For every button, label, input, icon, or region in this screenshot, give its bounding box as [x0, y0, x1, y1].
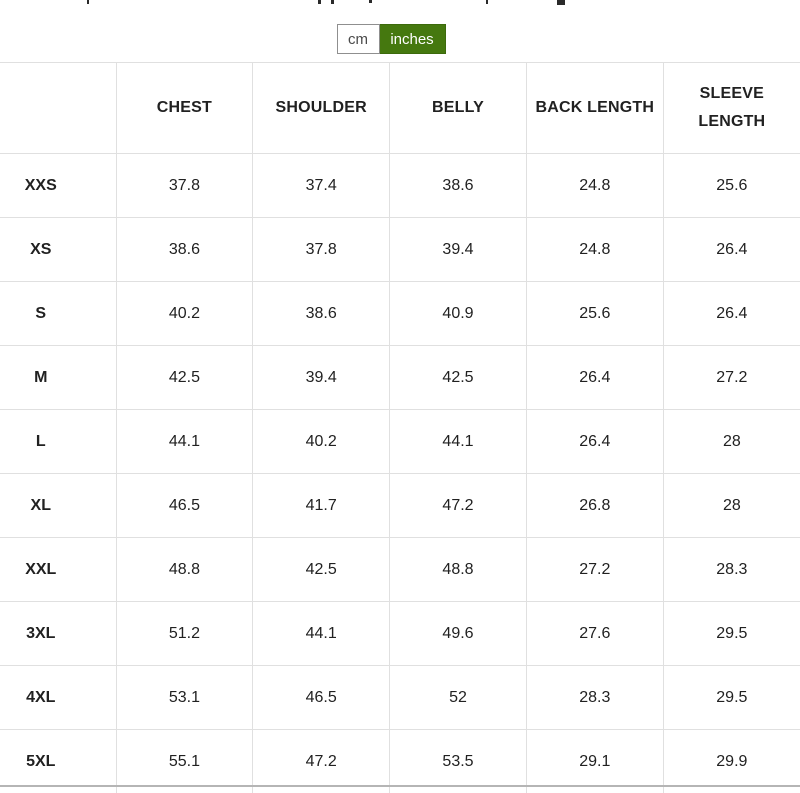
column-header-belly: BELLY: [390, 63, 527, 154]
belly-cell: 38.6: [390, 154, 527, 218]
chest-cell: 42.5: [116, 346, 253, 410]
sleeve-length-cell: 29.5: [663, 666, 800, 730]
belly-cell: 49.6: [390, 602, 527, 666]
clipped-text-fragment: [331, 0, 334, 4]
size-cell: L: [0, 410, 116, 474]
shoulder-cell: 38.6: [253, 282, 390, 346]
sleeve-length-cell: 26.4: [663, 282, 800, 346]
size-cell: M: [0, 346, 116, 410]
header-row: CHEST SHOULDER BELLY BACK LENGTH SLEEVE …: [0, 63, 800, 154]
shoulder-cell: 47.2: [253, 730, 390, 793]
size-cell: 4XL: [0, 666, 116, 730]
size-chart-table: CHEST SHOULDER BELLY BACK LENGTH SLEEVE …: [0, 62, 800, 793]
table-row: L 44.1 40.2 44.1 26.4 28: [0, 410, 800, 474]
belly-cell: 48.8: [390, 538, 527, 602]
sleeve-length-cell: 27.2: [663, 346, 800, 410]
size-cell: 5XL: [0, 730, 116, 793]
back-length-cell: 26.4: [526, 346, 663, 410]
chest-cell: 44.1: [116, 410, 253, 474]
sleeve-length-cell: 26.4: [663, 218, 800, 282]
shoulder-cell: 46.5: [253, 666, 390, 730]
size-cell: XL: [0, 474, 116, 538]
clipped-text-fragment: [486, 0, 488, 4]
size-cell: XXS: [0, 154, 116, 218]
chest-cell: 53.1: [116, 666, 253, 730]
size-cell: XS: [0, 218, 116, 282]
sleeve-length-cell: 25.6: [663, 154, 800, 218]
clipped-text-fragment: [557, 0, 565, 5]
size-cell: 3XL: [0, 602, 116, 666]
belly-cell: 47.2: [390, 474, 527, 538]
table-row: M 42.5 39.4 42.5 26.4 27.2: [0, 346, 800, 410]
shoulder-cell: 39.4: [253, 346, 390, 410]
shoulder-cell: 40.2: [253, 410, 390, 474]
table-row: 5XL 55.1 47.2 53.5 29.1 29.9: [0, 730, 800, 793]
shoulder-cell: 44.1: [253, 602, 390, 666]
unit-toggle-container: cm inches: [0, 0, 800, 54]
column-header-size: [0, 63, 116, 154]
sleeve-length-cell: 29.9: [663, 730, 800, 793]
column-header-back-length: BACK LENGTH: [526, 63, 663, 154]
belly-cell: 53.5: [390, 730, 527, 793]
table-row: XXL 48.8 42.5 48.8 27.2 28.3: [0, 538, 800, 602]
chest-cell: 40.2: [116, 282, 253, 346]
belly-cell: 39.4: [390, 218, 527, 282]
clipped-text-fragment: [87, 0, 89, 4]
column-header-chest: CHEST: [116, 63, 253, 154]
belly-cell: 52: [390, 666, 527, 730]
table-row: 4XL 53.1 46.5 52 28.3 29.5: [0, 666, 800, 730]
chest-cell: 37.8: [116, 154, 253, 218]
belly-cell: 40.9: [390, 282, 527, 346]
belly-cell: 42.5: [390, 346, 527, 410]
sleeve-length-cell: 28: [663, 474, 800, 538]
sleeve-length-cell: 28.3: [663, 538, 800, 602]
back-length-cell: 27.2: [526, 538, 663, 602]
chest-cell: 38.6: [116, 218, 253, 282]
shoulder-cell: 42.5: [253, 538, 390, 602]
column-header-sleeve-length: SLEEVE LENGTH: [663, 63, 800, 154]
table-row: XL 46.5 41.7 47.2 26.8 28: [0, 474, 800, 538]
unit-inches-button[interactable]: inches: [380, 24, 446, 54]
sleeve-length-cell: 28: [663, 410, 800, 474]
back-length-cell: 26.8: [526, 474, 663, 538]
clipped-text-fragment: [318, 0, 321, 4]
table-row: S 40.2 38.6 40.9 25.6 26.4: [0, 282, 800, 346]
sleeve-length-cell: 29.5: [663, 602, 800, 666]
chest-cell: 46.5: [116, 474, 253, 538]
back-length-cell: 24.8: [526, 154, 663, 218]
chest-cell: 55.1: [116, 730, 253, 793]
back-length-cell: 28.3: [526, 666, 663, 730]
chest-cell: 51.2: [116, 602, 253, 666]
back-length-cell: 24.8: [526, 218, 663, 282]
shoulder-cell: 41.7: [253, 474, 390, 538]
unit-cm-button[interactable]: cm: [337, 24, 380, 54]
table-row: 3XL 51.2 44.1 49.6 27.6 29.5: [0, 602, 800, 666]
table-row: XS 38.6 37.8 39.4 24.8 26.4: [0, 218, 800, 282]
back-length-cell: 29.1: [526, 730, 663, 793]
unit-toggle: cm inches: [337, 24, 446, 54]
back-length-cell: 26.4: [526, 410, 663, 474]
shoulder-cell: 37.4: [253, 154, 390, 218]
back-length-cell: 25.6: [526, 282, 663, 346]
back-length-cell: 27.6: [526, 602, 663, 666]
belly-cell: 44.1: [390, 410, 527, 474]
size-cell: XXL: [0, 538, 116, 602]
clipped-text-fragment: [369, 0, 372, 3]
table-row: XXS 37.8 37.4 38.6 24.8 25.6: [0, 154, 800, 218]
shoulder-cell: 37.8: [253, 218, 390, 282]
size-cell: S: [0, 282, 116, 346]
column-header-shoulder: SHOULDER: [253, 63, 390, 154]
chest-cell: 48.8: [116, 538, 253, 602]
